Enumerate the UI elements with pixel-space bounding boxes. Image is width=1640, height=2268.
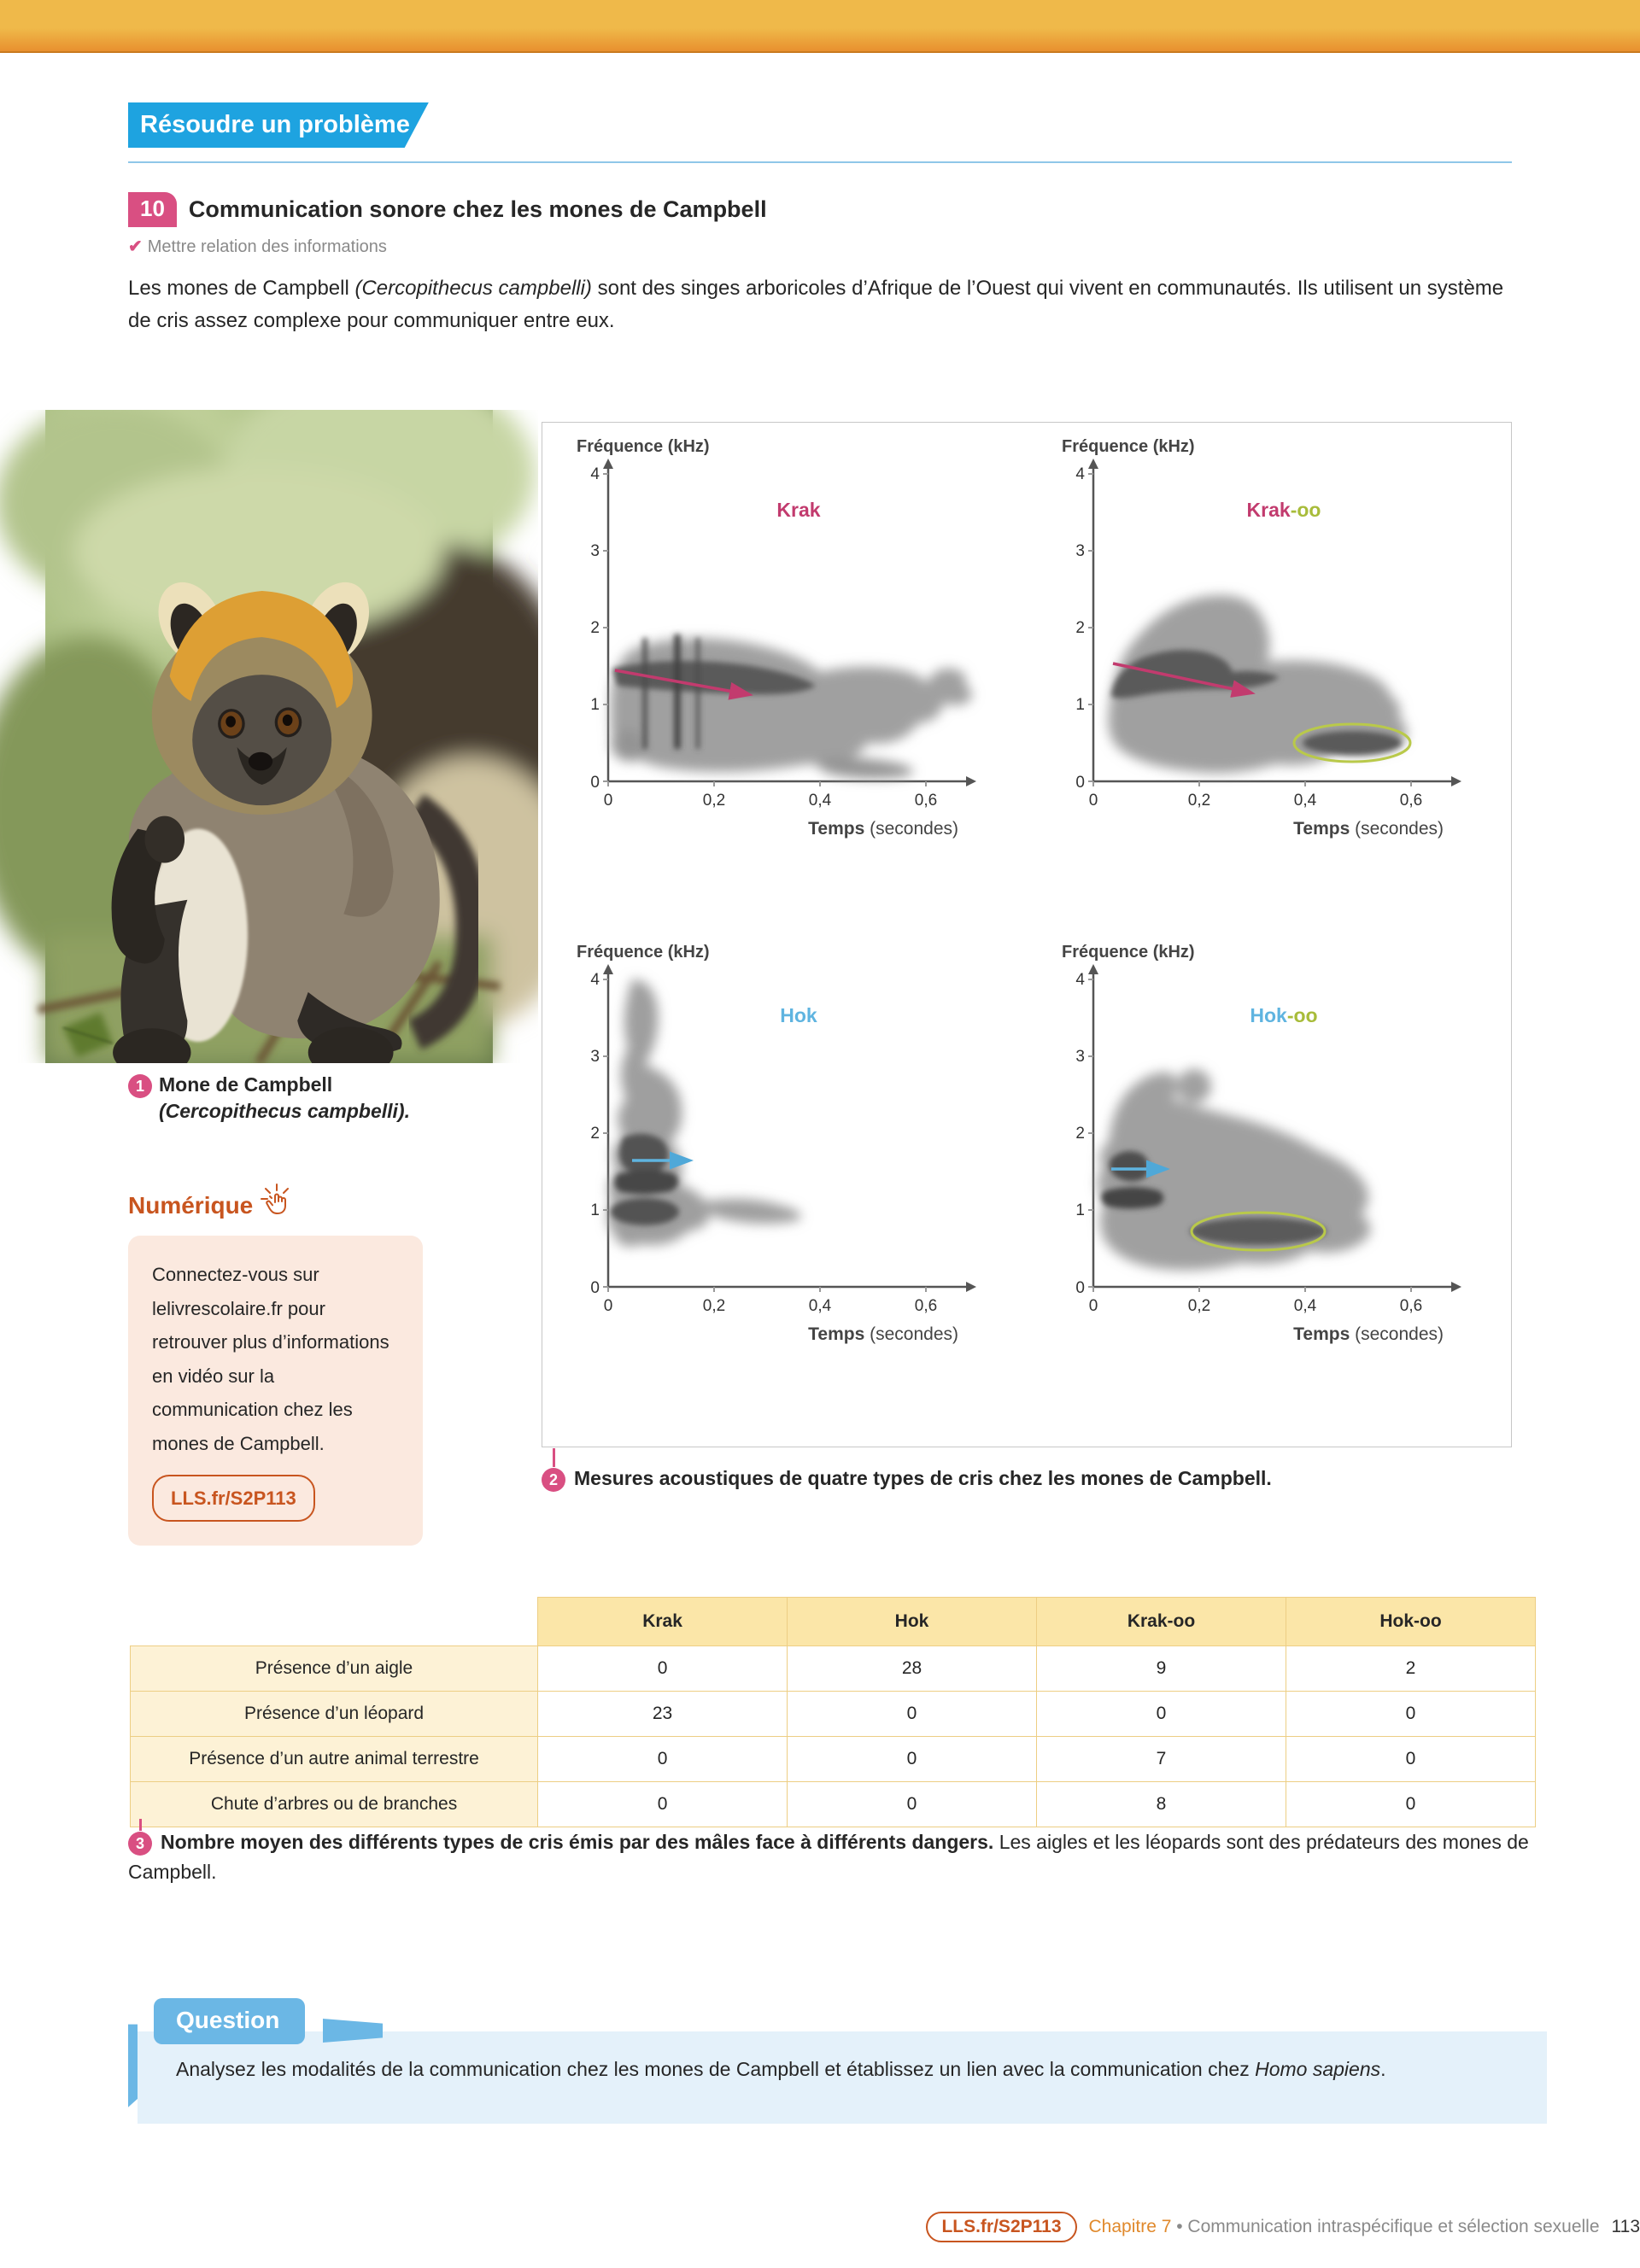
- svg-text:3: 3: [590, 1048, 600, 1066]
- svg-text:1: 1: [1075, 696, 1085, 714]
- svg-text:0: 0: [1089, 1297, 1098, 1315]
- svg-text:0,2: 0,2: [1188, 792, 1210, 810]
- svg-text:1: 1: [1075, 1201, 1085, 1219]
- svg-text:Fréquence (kHz): Fréquence (kHz): [577, 437, 710, 456]
- svg-text:Krak: Krak: [776, 499, 820, 521]
- svg-text:0,4: 0,4: [1294, 1297, 1317, 1315]
- svg-text:Krak-oo: Krak-oo: [1247, 499, 1321, 521]
- svg-text:3: 3: [1075, 1048, 1085, 1066]
- svg-text:Temps (secondes): Temps (secondes): [808, 1324, 958, 1344]
- svg-text:1: 1: [590, 696, 600, 714]
- svg-text:3: 3: [590, 542, 600, 560]
- svg-text:0,6: 0,6: [915, 792, 937, 810]
- svg-text:1: 1: [590, 1201, 600, 1219]
- svg-text:0: 0: [604, 792, 613, 810]
- svg-text:0: 0: [1089, 792, 1098, 810]
- svg-text:Temps (secondes): Temps (secondes): [808, 819, 958, 839]
- svg-text:4: 4: [590, 971, 600, 989]
- svg-text:0,2: 0,2: [703, 1297, 725, 1315]
- svg-text:4: 4: [590, 465, 600, 483]
- svg-text:0,4: 0,4: [809, 1297, 832, 1315]
- svg-text:4: 4: [1075, 971, 1085, 989]
- svg-text:0,6: 0,6: [1400, 792, 1422, 810]
- svg-text:2: 2: [590, 619, 600, 637]
- svg-text:0,4: 0,4: [1294, 792, 1317, 810]
- svg-text:0,2: 0,2: [1188, 1297, 1210, 1315]
- svg-text:Hok: Hok: [780, 1004, 817, 1026]
- svg-text:2: 2: [1075, 619, 1085, 637]
- svg-text:Temps (secondes): Temps (secondes): [1293, 1324, 1444, 1344]
- svg-text:0,2: 0,2: [703, 792, 725, 810]
- svg-text:0: 0: [590, 1279, 600, 1297]
- svg-text:Temps (secondes): Temps (secondes): [1293, 819, 1444, 839]
- svg-text:0: 0: [1075, 1279, 1085, 1297]
- svg-text:2: 2: [590, 1125, 600, 1143]
- svg-text:0: 0: [590, 774, 600, 792]
- svg-text:2: 2: [1075, 1125, 1085, 1143]
- svg-text:0: 0: [1075, 774, 1085, 792]
- svg-text:0,4: 0,4: [809, 792, 832, 810]
- svg-text:4: 4: [1075, 465, 1085, 483]
- svg-text:0,6: 0,6: [1400, 1297, 1422, 1315]
- svg-text:Hok-oo: Hok-oo: [1250, 1004, 1317, 1026]
- svg-text:Fréquence (kHz): Fréquence (kHz): [1062, 943, 1195, 962]
- svg-text:0: 0: [604, 1297, 613, 1315]
- svg-text:0,6: 0,6: [915, 1297, 937, 1315]
- svg-text:Fréquence (kHz): Fréquence (kHz): [1062, 437, 1195, 456]
- svg-text:3: 3: [1075, 542, 1085, 560]
- svg-text:Fréquence (kHz): Fréquence (kHz): [577, 943, 710, 962]
